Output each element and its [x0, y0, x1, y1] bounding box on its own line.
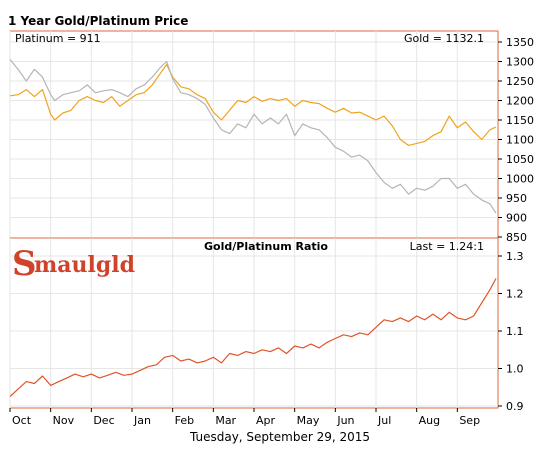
platinum-value-label: Platinum = 911: [15, 32, 101, 45]
x-tick-label: Oct: [12, 414, 32, 427]
ratio-title: Gold/Platinum Ratio: [204, 240, 328, 253]
x-axis: Oct Nov Dec Jan Feb Mar Apr May Jun Jul Aug Sep: [9, 408, 480, 427]
y-tick-label: 1050: [506, 153, 534, 166]
smaulgld-logo: S maulgld: [12, 244, 135, 284]
x-tick-label: Mar: [215, 414, 236, 427]
platinum-price-line: [9, 59, 497, 214]
y-tick-label: 1300: [506, 56, 534, 69]
y-tick-label: 1.2: [506, 288, 524, 301]
chart-title: 1 Year Gold/Platinum Price: [8, 14, 188, 28]
y-tick-label: 1000: [506, 173, 534, 186]
y-tick-label: 1150: [506, 114, 534, 127]
y-tick-label: 1.0: [506, 363, 524, 376]
y-tick-label: 0.9: [506, 400, 524, 413]
ratio-series: [9, 278, 497, 398]
y-tick-label: 1200: [506, 95, 534, 108]
ratio-last-label: Last = 1.24:1: [410, 240, 484, 253]
y-tick-label: 1350: [506, 36, 534, 49]
x-tick-label: May: [297, 414, 320, 427]
x-tick-label: Sep: [459, 414, 480, 427]
y-tick-label: 1.3: [506, 250, 524, 263]
price-series: [9, 59, 497, 214]
x-tick-label: Apr: [256, 414, 276, 427]
x-tick-label: Jan: [133, 414, 151, 427]
chart-date: Tuesday, September 29, 2015: [189, 430, 370, 444]
ratio-grid: [9, 238, 498, 408]
x-tick-label: Jul: [377, 414, 391, 427]
x-tick-label: Feb: [175, 414, 194, 427]
x-tick-label: Dec: [93, 414, 114, 427]
gold-price-line: [9, 63, 497, 146]
ratio-panel: Gold/Platinum Ratio Last = 1.24:1 0.9 1.0…: [9, 237, 524, 413]
price-panel: Platinum = 911 Gold = 1132.1 850 900 950 10…: [9, 30, 534, 244]
x-tick-label: Aug: [419, 414, 440, 427]
logo-rest: maulgld: [34, 252, 135, 278]
x-tick-label: Jun: [336, 414, 354, 427]
logo-initial: S: [12, 244, 37, 284]
gold-value-label: Gold = 1132.1: [404, 32, 484, 45]
y-tick-label: 1.1: [506, 325, 524, 338]
y-tick-label: 1250: [506, 75, 534, 88]
price-y-axis: 850 900 950 1000 1050 1100 1150 1200 1250 1300 135…: [498, 36, 534, 244]
ratio-y-axis: 0.9 1.0 1.1 1.2 1.3: [498, 250, 524, 413]
x-tick-label: Nov: [53, 414, 75, 427]
y-tick-label: 850: [506, 231, 527, 244]
y-tick-label: 1100: [506, 134, 534, 147]
gold-platinum-ratio-line: [9, 278, 497, 398]
price-grid: [9, 31, 498, 238]
y-tick-label: 950: [506, 192, 527, 205]
y-tick-label: 900: [506, 212, 527, 225]
